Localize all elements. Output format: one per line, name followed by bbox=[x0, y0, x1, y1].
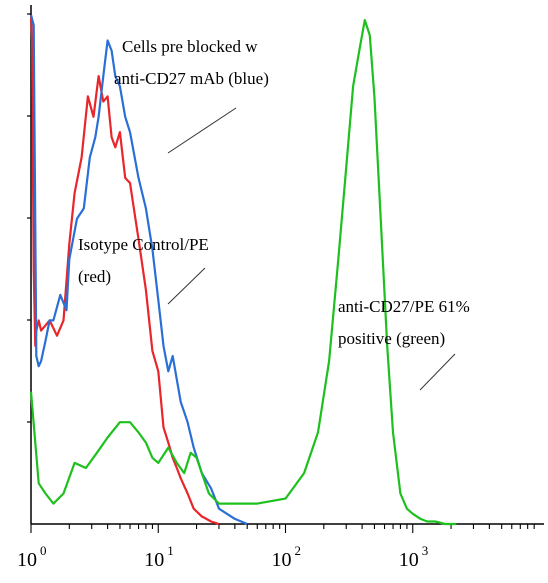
x-tick-exponent: 3 bbox=[422, 543, 429, 558]
annotation-pointer bbox=[419, 353, 456, 391]
series-line-1 bbox=[29, 14, 248, 526]
annotation-2: anti-CD27/PE 61% positive (green) bbox=[338, 297, 470, 391]
annotation-line: anti-CD27 mAb (blue) bbox=[114, 69, 269, 88]
x-tick-exponent: 2 bbox=[295, 543, 302, 558]
annotation-line: Isotype Control/PE bbox=[78, 235, 209, 254]
x-tick-base: 10 bbox=[144, 549, 164, 571]
x-tick-label-3: 10 3 bbox=[399, 543, 429, 571]
axes bbox=[27, 5, 544, 533]
annotation-line: positive (green) bbox=[338, 329, 445, 348]
x-tick-exponent: 1 bbox=[167, 543, 174, 558]
annotation-line: (red) bbox=[78, 267, 111, 286]
annotation-line: anti-CD27/PE 61% bbox=[338, 297, 470, 316]
annotation-pointer bbox=[167, 107, 237, 154]
x-tick-label-0: 10 0 bbox=[17, 543, 47, 571]
x-tick-base: 10 bbox=[272, 549, 292, 571]
x-tick-label-1: 10 1 bbox=[144, 543, 174, 571]
series-layer bbox=[29, 14, 457, 526]
annotation-pointer bbox=[167, 267, 206, 305]
tick-label-layer: 10 0 10 1 10 2 10 3 bbox=[17, 543, 428, 571]
series-line-0 bbox=[29, 14, 220, 526]
annotation-layer: Cells pre blocked w anti-CD27 mAb (blue) I… bbox=[78, 37, 470, 391]
annotation-1: Isotype Control/PE (red) bbox=[78, 235, 209, 305]
x-tick-base: 10 bbox=[399, 549, 419, 571]
series-line-2 bbox=[29, 19, 457, 526]
x-tick-base: 10 bbox=[17, 549, 37, 571]
x-tick-exponent: 0 bbox=[40, 543, 47, 558]
annotation-0: Cells pre blocked w anti-CD27 mAb (blue) bbox=[114, 37, 269, 154]
annotation-line: Cells pre blocked w bbox=[122, 37, 258, 56]
x-tick-label-2: 10 2 bbox=[272, 543, 302, 571]
